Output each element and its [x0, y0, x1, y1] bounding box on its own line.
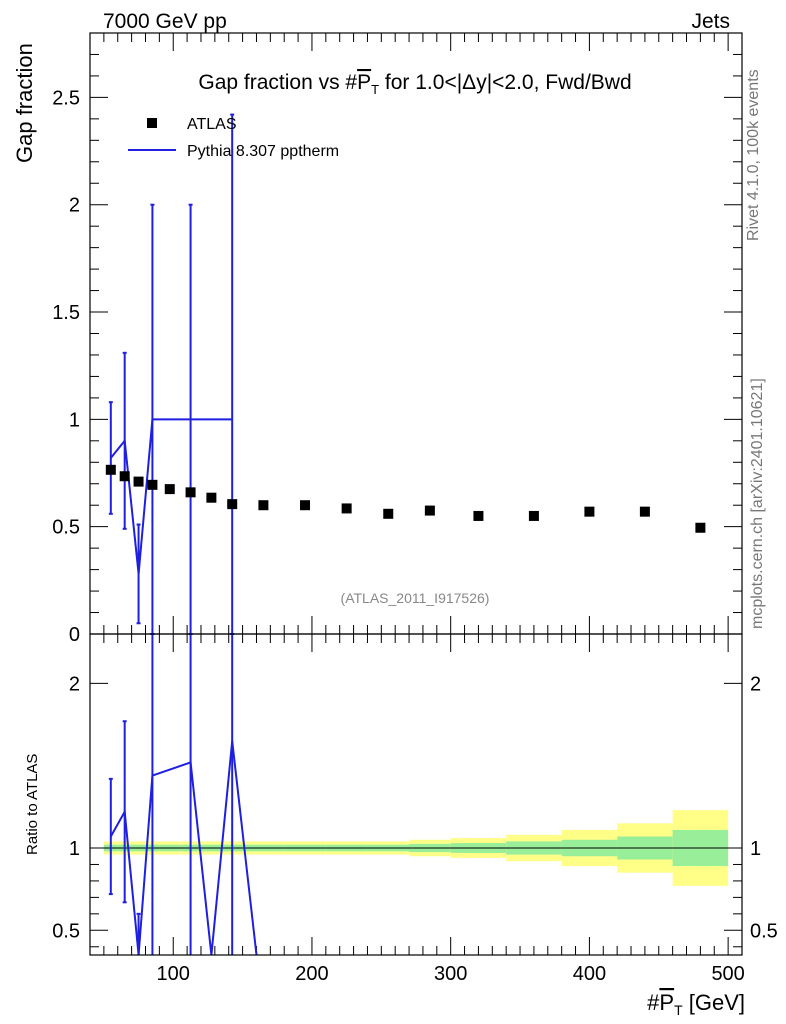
ratio-ytick-label: 0.5	[52, 920, 80, 942]
ratio-ylabel: Ratio to ATLAS	[24, 754, 41, 855]
atlas-point	[133, 476, 144, 487]
mc-line	[110, 418, 233, 575]
xtick-label: 300	[434, 963, 467, 985]
atlas-point	[164, 484, 175, 495]
atlas-point	[300, 500, 311, 511]
main-ytick-label: 1.5	[52, 302, 80, 324]
legend-atlas-label: ATLAS	[187, 116, 237, 133]
atlas-point	[258, 500, 269, 511]
watermark: (ATLAS_2011_I917526)	[341, 590, 490, 606]
ratio-ytick-label: 1	[69, 838, 80, 860]
main-ytick-label: 0.5	[52, 517, 80, 539]
header-left: 7000 GeV pp	[103, 10, 227, 33]
legend-atlas-marker	[147, 118, 157, 128]
ratio-frame	[89, 633, 743, 956]
atlas-point	[695, 522, 706, 533]
atlas-point	[206, 492, 217, 503]
main-axis-ticks: 0 0.5 1 1.5 2 2.5	[52, 32, 742, 646]
main-ytick-label: 1	[69, 409, 80, 431]
ratio-ytick-label: 2	[69, 673, 80, 695]
atlas-point	[584, 506, 595, 517]
ratio-data	[108, 634, 258, 955]
xtick-label: 500	[711, 963, 744, 985]
xtick-label: 100	[157, 963, 190, 985]
header-side-bottom: mcplots.cern.ch [arXiv:2401.10621]	[749, 378, 766, 629]
legend-mc-label: Pythia 8.307 pptherm	[187, 143, 339, 160]
atlas-point	[227, 499, 238, 510]
header-side-top: Rivet 4.1.0, 100k events	[745, 69, 762, 241]
main-ylabel: Gap fraction	[12, 43, 37, 163]
main-data	[105, 113, 706, 635]
atlas-point	[185, 487, 196, 498]
atlas-point	[105, 464, 116, 475]
main-panel: 0 0.5 1 1.5 2 2.5 Gap fraction vs #PT for 1.0…	[12, 32, 743, 646]
xtick-label: 400	[573, 963, 606, 985]
atlas-point	[119, 471, 130, 482]
legend: ATLAS Pythia 8.307 pptherm	[128, 116, 339, 160]
ratio-axis-ticks: 0.5 0.5 1 1 2 2 100 200 300 400 500	[52, 634, 778, 985]
main-ytick-label: 2	[69, 195, 80, 217]
atlas-point	[424, 505, 435, 516]
atlas-point	[147, 479, 158, 490]
main-ytick-label: 2.5	[52, 87, 80, 109]
ratio-ytick-label-right: 1	[750, 838, 761, 860]
atlas-point	[473, 510, 484, 521]
title-var: P	[357, 71, 371, 94]
ratio-ytick-label-right: 2	[750, 673, 761, 695]
main-ytick-label: 0	[69, 624, 80, 646]
xtick-label: 200	[295, 963, 328, 985]
atlas-point	[639, 506, 650, 517]
ratio-mc-line	[109, 740, 258, 955]
xlabel: #PT [GeV]	[647, 990, 745, 1018]
ratio-panel: 0.5 0.5 1 1 2 2 100 200 300 400 500 Ratio to ATLAS…	[24, 633, 778, 1018]
atlas-point	[528, 510, 539, 521]
atlas-point	[383, 508, 394, 519]
ratio-ytick-label-right: 0.5	[750, 920, 778, 942]
header-right: Jets	[691, 10, 730, 33]
atlas-point	[341, 503, 352, 514]
chart-title: Gap fraction vs #PT for 1.0<|Δy|<2.0, Fw…	[198, 71, 631, 97]
